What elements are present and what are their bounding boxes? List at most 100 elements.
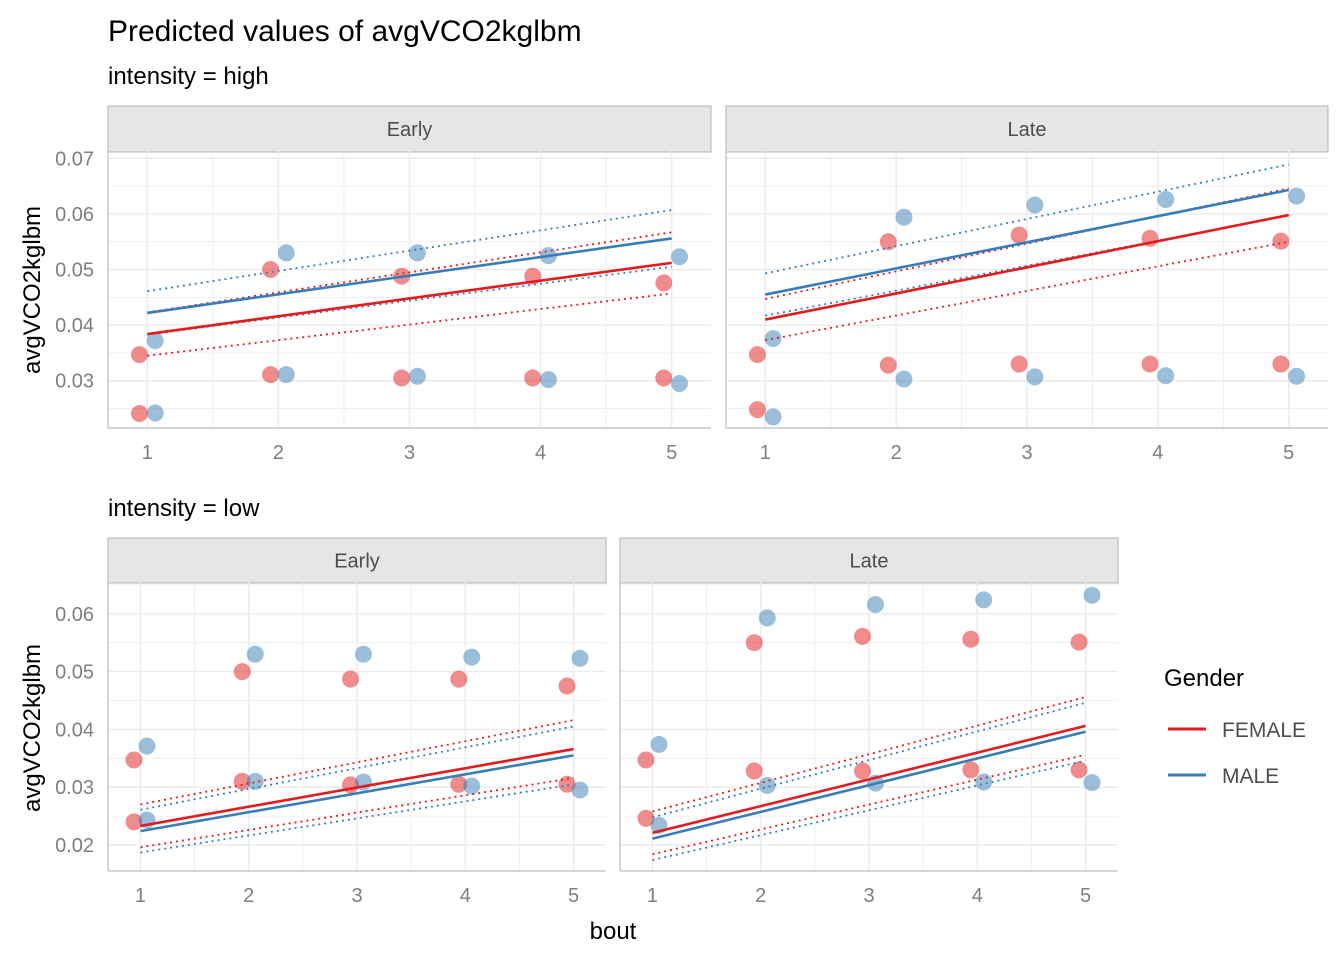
panel-low-late: Late 1 2 3 4 5: [619, 537, 1119, 907]
y-tick-label: 0.04: [55, 719, 94, 741]
data-point-male: [408, 244, 426, 262]
x-tick-label: 5: [1080, 885, 1091, 907]
data-point-female: [1070, 633, 1088, 651]
y-tick-label: 0.03: [55, 777, 94, 799]
data-point-female: [233, 663, 251, 681]
data-point-male: [1026, 368, 1044, 386]
facet-strip: [619, 537, 1119, 584]
fit-line-female: [652, 724, 1086, 835]
legend-label-male: MALE: [1222, 765, 1279, 788]
ci-lower-female: [652, 753, 1086, 856]
fit-line-male: [140, 754, 574, 833]
facet-strip: [107, 537, 607, 584]
x-tick-label: 1: [135, 885, 146, 907]
fit-line-female: [140, 747, 574, 828]
data-point-female: [748, 346, 766, 364]
x-tick-label: 3: [863, 885, 874, 907]
y-axis-label-low: avgVCO2kglbm: [19, 644, 46, 812]
y-tick-label: 0.06: [55, 604, 94, 626]
facet-strip: [107, 105, 712, 153]
data-point-female: [558, 677, 576, 695]
data-point-male: [895, 208, 913, 226]
fit-line-male: [765, 188, 1289, 296]
data-point-male: [975, 591, 993, 609]
x-tick-label: 2: [243, 885, 254, 907]
data-point-male: [539, 371, 557, 389]
data-point-male: [671, 375, 689, 393]
data-point-male: [1288, 187, 1306, 205]
data-point-female: [1272, 232, 1290, 250]
data-point-female: [342, 670, 360, 688]
data-point-female: [962, 761, 980, 779]
x-tick-label: 4: [1152, 442, 1163, 464]
group-label-high: intensity = high: [108, 63, 269, 90]
y-tick-label: 0.05: [55, 662, 94, 684]
panel-high-late: Late 1 2 3 4 5: [725, 105, 1329, 464]
legend-label-female: FEMALE: [1222, 719, 1306, 742]
fit-line-female: [765, 213, 1289, 321]
data-point-female: [1272, 355, 1290, 373]
ci-lower-female: [140, 777, 574, 849]
facet-strip-label: Late: [1008, 119, 1047, 141]
y-tick-label: 0.05: [55, 260, 94, 282]
x-tick-label: 3: [1021, 442, 1032, 464]
data-point-female: [125, 813, 143, 831]
data-point-female: [745, 762, 763, 780]
data-point-male: [571, 649, 589, 667]
data-point-male: [650, 735, 668, 753]
data-point-male: [571, 781, 589, 799]
x-axis-label: bout: [590, 918, 637, 945]
data-point-female: [745, 634, 763, 652]
data-point-male: [764, 408, 782, 426]
x-tick-label: 1: [647, 885, 658, 907]
data-point-female: [854, 627, 872, 645]
data-point-male: [1026, 196, 1044, 214]
data-point-male: [1288, 367, 1306, 385]
y-tick-label: 0.07: [55, 148, 94, 170]
data-point-female: [450, 775, 468, 793]
data-point-female: [854, 762, 872, 780]
data-point-male: [138, 737, 156, 755]
data-point-male: [1157, 367, 1175, 385]
ci-upper-male: [147, 209, 672, 293]
legend: Gender FEMALE MALE: [1164, 665, 1306, 788]
data-point-male: [146, 332, 164, 350]
data-point-female: [450, 670, 468, 688]
x-tick-label: 4: [972, 885, 983, 907]
ci-lower-female: [147, 292, 672, 357]
data-point-male: [463, 648, 481, 666]
data-point-female: [655, 274, 673, 292]
x-tick-label: 4: [535, 442, 546, 464]
facet-strip-label: Early: [387, 119, 433, 141]
data-point-female: [262, 261, 280, 279]
data-point-male: [975, 773, 993, 791]
data-point-female: [130, 405, 148, 423]
ci-upper-male: [140, 725, 574, 811]
group-label-low: intensity = low: [108, 495, 260, 522]
y-tick-label: 0.04: [55, 315, 94, 337]
chart-title: Predicted values of avgVCO2kglbm: [108, 15, 582, 48]
data-point-female: [393, 369, 411, 387]
x-tick-label: 5: [666, 442, 677, 464]
facet-strip: [725, 105, 1329, 153]
data-point-male: [1083, 586, 1101, 604]
data-point-female: [748, 401, 766, 419]
ci-upper-female: [140, 719, 574, 806]
data-point-female: [1141, 355, 1159, 373]
fit-line-male: [652, 730, 1086, 840]
panels: Early 1 2 3 4 5 0.03 0.04 0.05 0.06 0.07 Late 1 2 3 4 5 E…: [55, 105, 1329, 907]
data-point-male: [463, 777, 481, 795]
data-point-male: [408, 367, 426, 385]
facet-strip-label: Early: [334, 551, 380, 573]
ci-upper-male: [652, 701, 1086, 819]
x-tick-label: 4: [460, 885, 471, 907]
y-tick-label: 0.02: [55, 835, 94, 857]
ci-upper-female: [652, 696, 1086, 813]
data-point-male: [246, 772, 264, 790]
data-point-male: [764, 329, 782, 347]
data-point-male: [1157, 190, 1175, 208]
x-tick-label: 3: [351, 885, 362, 907]
fit-line-female: [147, 261, 672, 336]
x-tick-label: 2: [755, 885, 766, 907]
